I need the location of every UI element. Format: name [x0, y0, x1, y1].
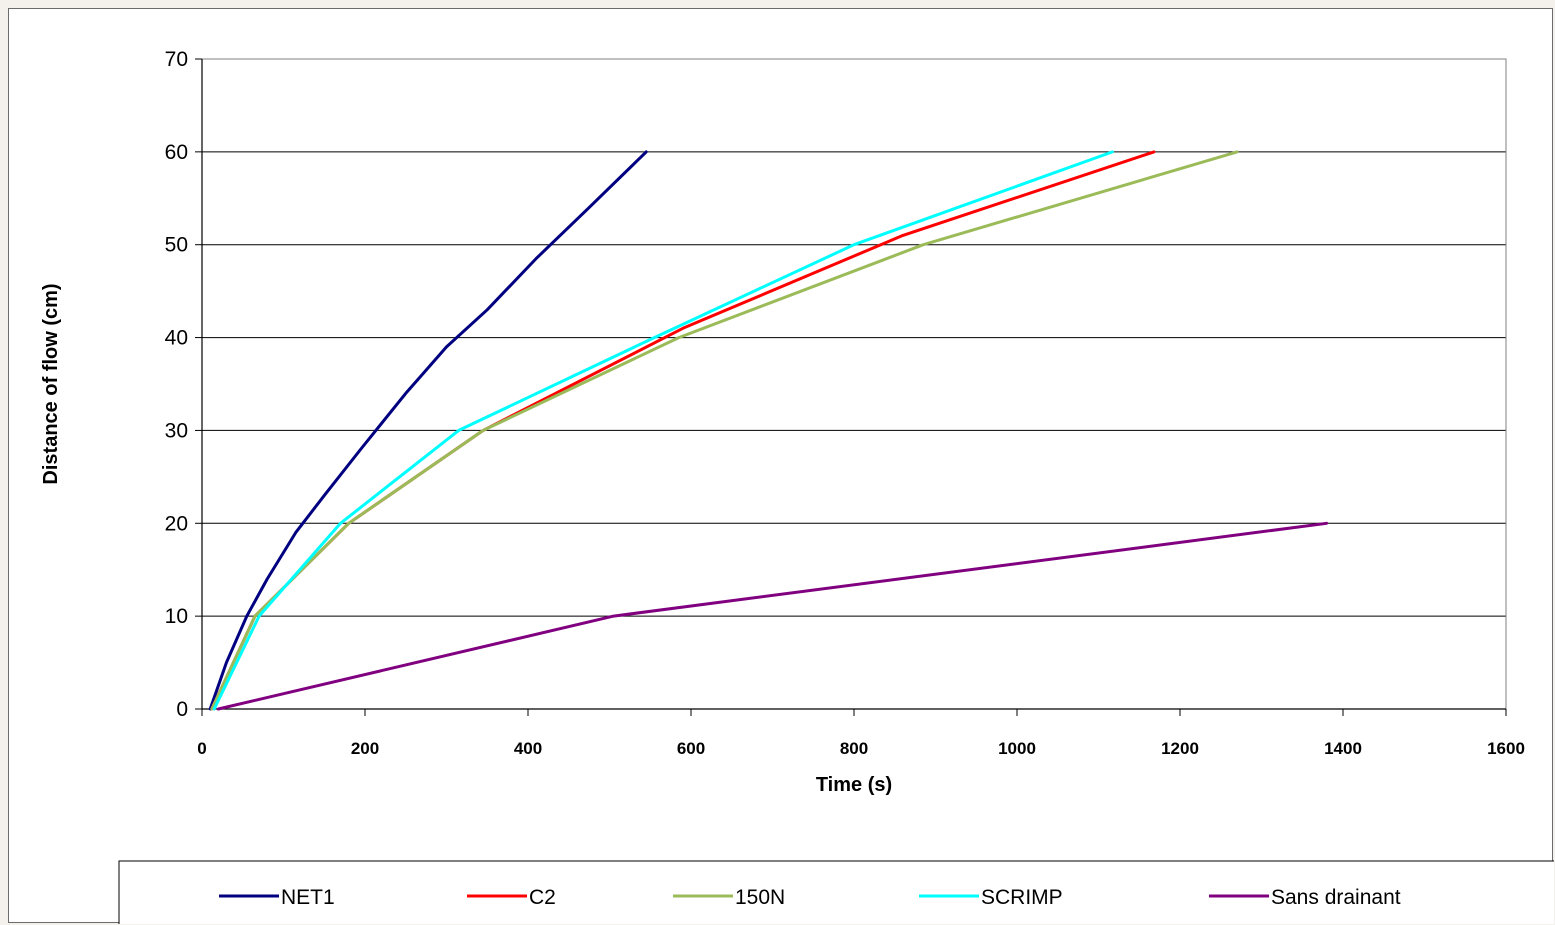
x-tick-label: 1400	[1324, 739, 1362, 758]
plot-area	[201, 58, 1507, 710]
series-line-net1	[208, 150, 648, 711]
y-tick-label: 40	[165, 327, 188, 350]
x-tick-label: 1600	[1487, 739, 1525, 758]
series-line-sans-drainant	[216, 521, 1329, 711]
legend-box	[118, 860, 1554, 924]
gridlines	[202, 58, 1506, 617]
y-tick-label: 20	[165, 512, 188, 535]
series-lines	[208, 150, 1329, 711]
x-tick-label: 1000	[998, 739, 1036, 758]
axes	[195, 58, 1507, 716]
legend-label: 150N	[735, 886, 785, 909]
y-tick-label: 60	[165, 141, 188, 164]
x-tick-label: 1200	[1161, 739, 1199, 758]
y-tick-label: 10	[165, 605, 188, 628]
series-line-scrimp	[212, 150, 1114, 711]
legend: NET1 C2 150N SCRIMP Sans drainant	[118, 860, 1554, 924]
x-axis-title: Time (s)	[816, 774, 892, 796]
tick-labels: 0 10 20 30 40 50 60 70 0 200 400 600 800 1000 1200 1400…	[165, 48, 1525, 758]
x-tick-label: 600	[677, 739, 705, 758]
y-axis-title: Distance of flow (cm)	[40, 283, 62, 484]
y-tick-label: 30	[165, 419, 188, 442]
y-tick-label: 70	[165, 48, 188, 71]
x-tick-label: 400	[514, 739, 542, 758]
y-tick-label: 50	[165, 234, 188, 257]
chart-frame: 0 10 20 30 40 50 60 70 0 200 400 600 800 1000 1200 1400…	[8, 8, 1554, 924]
x-tick-label: 0	[197, 739, 206, 758]
legend-label: SCRIMP	[981, 886, 1063, 909]
legend-label: C2	[529, 886, 556, 909]
x-tick-label: 200	[351, 739, 379, 758]
legend-label: Sans drainant	[1271, 886, 1401, 909]
x-tick-label: 800	[840, 739, 868, 758]
legend-label: NET1	[281, 886, 335, 909]
line-chart: 0 10 20 30 40 50 60 70 0 200 400 600 800 1000 1200 1400…	[40, 48, 1554, 924]
y-tick-label: 0	[176, 698, 188, 721]
series-line-150n	[210, 150, 1239, 711]
